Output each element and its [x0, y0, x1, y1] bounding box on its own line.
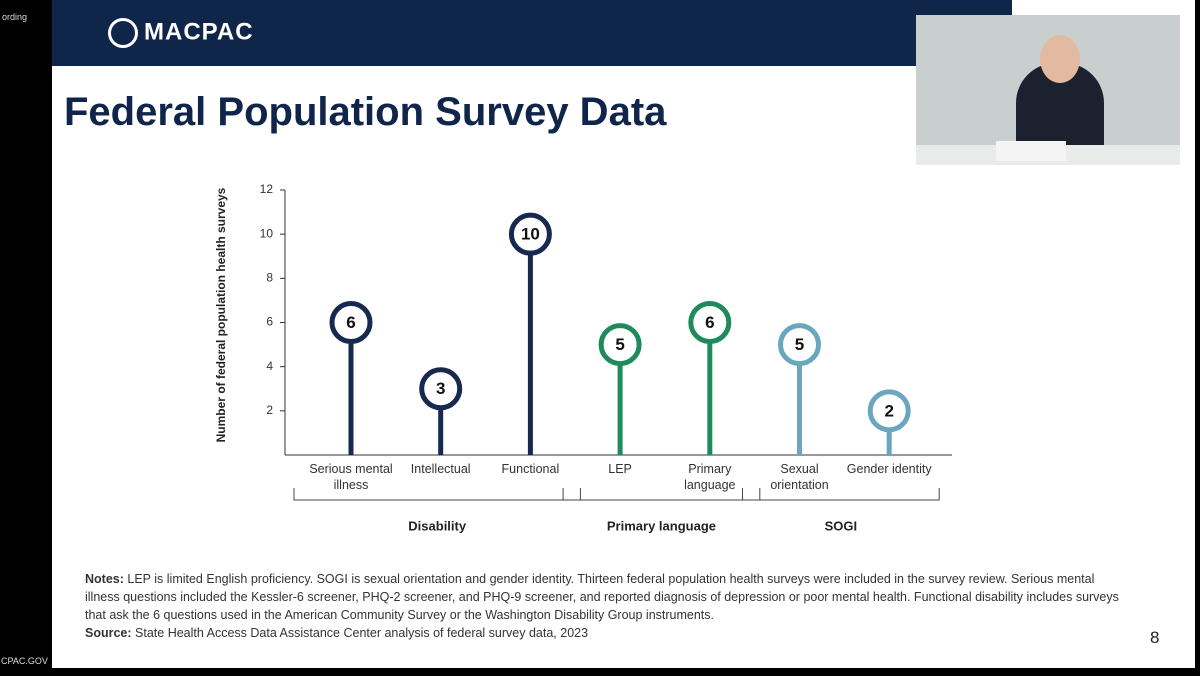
logo-text: MACPAC: [144, 18, 254, 46]
group-bracket: [562, 488, 761, 501]
lollipop-head: [688, 301, 732, 344]
group-bracket: [293, 488, 581, 501]
lollipop-head: [778, 323, 821, 367]
lollipop-head: [419, 367, 463, 411]
value-label: 5: [795, 335, 804, 354]
corner-text: ording: [2, 12, 28, 22]
y-tick-label: 6: [266, 315, 273, 329]
y-tick-label: 12: [260, 182, 274, 196]
x-tick-label: Primary language: [684, 462, 736, 492]
value-label: 6: [346, 313, 355, 332]
footer-text: CPAC.GOV: [1, 656, 48, 666]
chart: Number of federal population health surv…: [214, 182, 952, 533]
notes-text: LEP is limited English proficiency. SOGI…: [85, 572, 1119, 622]
logo: MACPAC: [108, 18, 254, 48]
lollipop-head: [598, 323, 642, 367]
group-label: Disability: [408, 518, 467, 533]
lollipop-head: [329, 301, 373, 344]
x-tick-label: Serious mental illness: [309, 462, 393, 492]
group-label: Primary language: [607, 518, 716, 533]
value-label: 6: [705, 313, 714, 332]
x-tick-label: Gender identity: [846, 462, 932, 476]
y-tick-label: 4: [266, 359, 273, 373]
x-tick-label: Intellectual: [410, 462, 471, 476]
lollipop-head: [867, 389, 911, 433]
slide-title: Federal Population Survey Data: [64, 90, 667, 134]
source-text: State Health Access Data Assistance Cent…: [135, 626, 589, 640]
header-bar: MACPAC: [52, 0, 1012, 66]
value-label: 5: [615, 335, 624, 354]
source-label: Source:: [85, 626, 132, 640]
value-label: 10: [521, 225, 540, 244]
y-tick-label: 10: [260, 226, 274, 240]
notes: Notes: LEP is limited English proficienc…: [85, 570, 1125, 642]
value-label: 3: [436, 379, 445, 398]
video-thumbnail: [916, 15, 1180, 165]
x-tick-label: LEP: [608, 462, 632, 476]
lollipop-head: [508, 212, 552, 256]
slide-number: 8: [1150, 628, 1160, 647]
slide: MACPAC Federal Population Survey Data Nu…: [52, 0, 1195, 668]
value-label: 2: [884, 401, 893, 420]
y-tick-label: 8: [266, 271, 273, 285]
group-bracket: [742, 488, 940, 501]
x-tick-label: Sexual orientation: [770, 462, 829, 492]
y-axis-label: Number of federal population health surv…: [214, 187, 228, 442]
x-tick-label: Functional: [501, 462, 560, 476]
y-tick-label: 2: [266, 403, 273, 417]
notes-label: Notes:: [85, 572, 124, 586]
group-label: SOGI: [825, 518, 858, 533]
